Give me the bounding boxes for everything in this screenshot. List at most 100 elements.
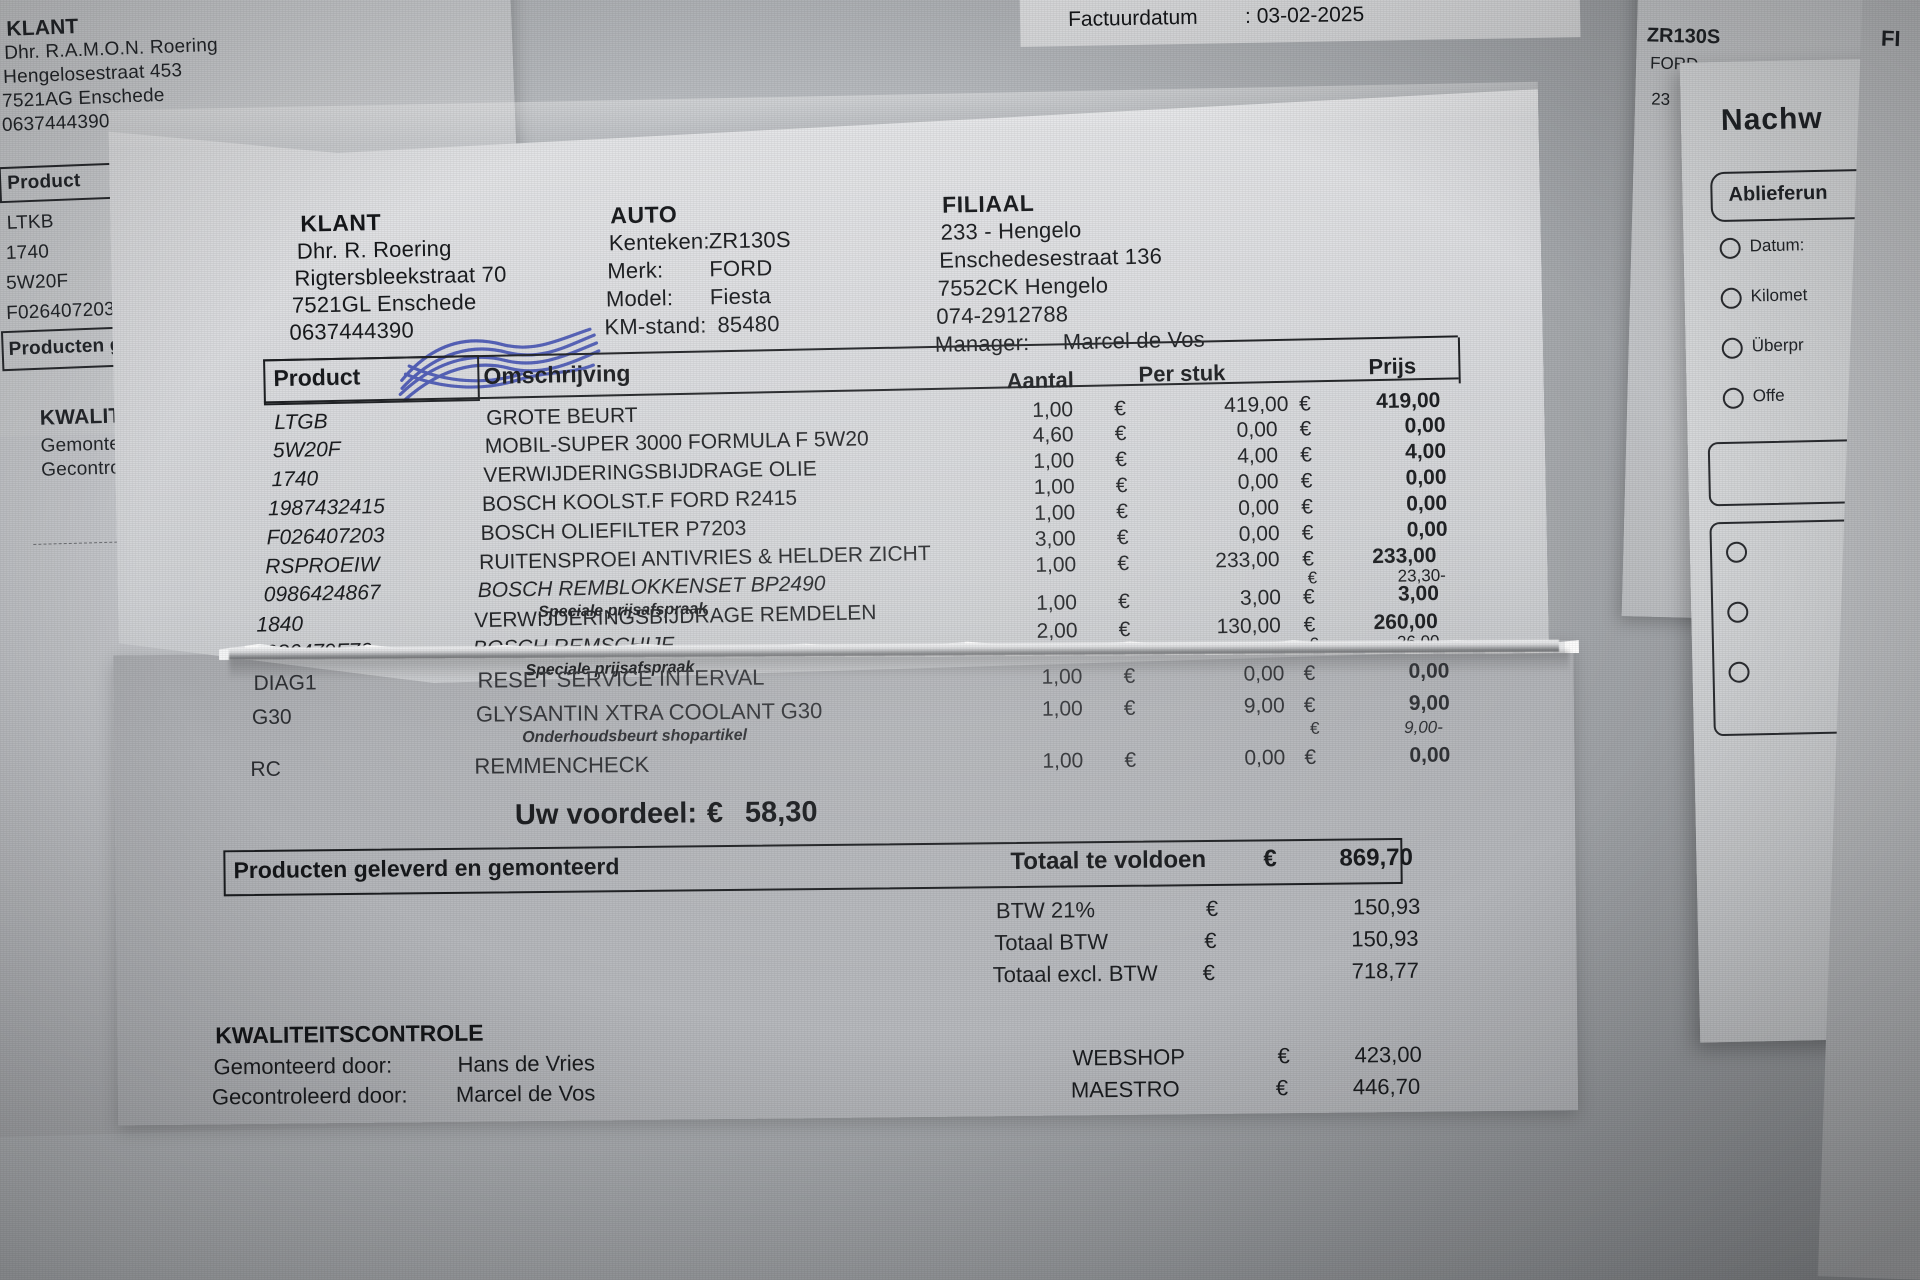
totals-label-0: BTW 21% [995, 897, 1096, 924]
auto-label-3: KM-stand: [604, 312, 707, 340]
cell-currency: € [1298, 392, 1312, 416]
cell-aantal: 1,00 [1034, 501, 1076, 525]
cell-per-stuk: 419,00 [1223, 392, 1289, 418]
bg-right-fi-label: FI [1880, 25, 1901, 52]
col-header-product: Product [273, 363, 361, 392]
cell-per-stuk: 4,00 [1236, 444, 1279, 468]
cell-omschrijving: RESET SERVICE INTERVAL [477, 664, 765, 693]
payment-currency-0: € [1277, 1043, 1290, 1069]
klant-line-1: Rigtersbleekstraat 70 [294, 261, 507, 291]
cell-discount: 9,00- [1403, 717, 1443, 737]
cell-aantal: 1,00 [1035, 591, 1078, 615]
totals-currency-2: € [1202, 959, 1216, 986]
cell-product: 1987432415 [267, 494, 386, 521]
bg-right-radio-0 [1719, 237, 1741, 260]
cell-prijs: 9,00 [1408, 691, 1450, 715]
quality-value-0: Hans de Vries [457, 1050, 596, 1077]
totals-value-0: 150,93 [1352, 893, 1421, 920]
totals-label-1: Totaal BTW [994, 929, 1109, 956]
auto-label-1: Merk: [607, 257, 664, 284]
total-due-currency: € [1263, 845, 1277, 873]
klant-line-0: Dhr. R. Roering [296, 235, 452, 264]
bg-left-code-2: 5W20F [5, 270, 69, 294]
cell-currency: € [1117, 590, 1131, 614]
cell-currency: € [1123, 696, 1136, 720]
cell-currency: € [1113, 397, 1127, 421]
bg-right-check-3: Offe [1752, 385, 1785, 406]
cell-prijs: 0,00 [1409, 743, 1451, 767]
cell-prijs: 0,00 [1404, 413, 1446, 438]
bg-right-check-0: Datum: [1749, 235, 1805, 256]
cell-product: RSPROEIW [264, 553, 380, 579]
auto-value-2: Fiesta [709, 283, 772, 310]
cell-aantal: 1,00 [1033, 449, 1075, 473]
cell-prijs: 0,00 [1406, 517, 1448, 542]
cell-omschrijving: REMMENCHECK [474, 751, 650, 779]
auto-label-0: Kenteken: [608, 228, 710, 256]
cell-prijs: 3,00 [1397, 581, 1440, 606]
delivered-note: Producten geleverd en gemonteerd [233, 853, 620, 884]
cell-currency: € [1117, 552, 1130, 576]
cell-per-stuk: 0,00 [1244, 746, 1286, 770]
totals-value-1: 150,93 [1351, 925, 1419, 952]
bg-right-number: 23 [1650, 89, 1671, 110]
cell-product: 5W20F [272, 437, 341, 463]
filiaal-line-2: 7552CK Hengelo [937, 272, 1109, 301]
cell-per-stuk: 3,00 [1239, 586, 1282, 610]
auto-value-3: 85480 [717, 311, 780, 338]
bg-right-check-1: Kilomet [1750, 285, 1808, 306]
cell-aantal: 2,00 [1036, 619, 1078, 643]
totals-currency-0: € [1205, 895, 1219, 922]
cell-per-stuk: 233,00 [1215, 548, 1280, 573]
klant-heading: KLANT [300, 208, 382, 237]
cell-note: Onderhoudsbeurt shopartikel [522, 726, 748, 747]
cell-aantal: 4,60 [1032, 423, 1074, 447]
bg-invoice-date-value: : 03-02-2025 [1244, 2, 1365, 28]
cell-prijs: 4,00 [1404, 439, 1447, 464]
cell-currency: € [1300, 495, 1314, 519]
bg-right-plate: ZR130S [1646, 24, 1721, 49]
cell-currency: € [1114, 422, 1127, 446]
col-header-per-stuk: Per stuk [1138, 360, 1226, 387]
cell-product: F026407203 [266, 523, 385, 550]
bg-left-product-header: Product [6, 170, 81, 194]
cell-omschrijving: GROTE BEURT [486, 403, 638, 430]
cell-currency: € [1302, 585, 1315, 609]
quality-label-0: Gemonteerd door: [213, 1052, 393, 1080]
cell-aantal: 1,00 [1035, 553, 1077, 577]
bg-left-customer-line-3: 0637444390 [1, 110, 111, 137]
cell-prijs: 0,00 [1405, 491, 1448, 516]
cell-currency: € [1299, 417, 1312, 441]
cell-product: LTGB [274, 410, 328, 435]
cell-currency: € [1124, 748, 1137, 772]
main-invoice: KLANT Dhr. R. Roering Rigtersbleekstraat… [108, 81, 1558, 1126]
cell-aantal: 3,00 [1034, 527, 1076, 551]
cell-prijs: 0,00 [1408, 659, 1450, 683]
cell-aantal: 1,00 [1032, 398, 1074, 422]
voordeel-currency: € [706, 797, 724, 830]
cell-currency: € [1116, 526, 1129, 550]
payment-label-0: WEBSHOP [1072, 1044, 1186, 1071]
cell-currency: € [1303, 661, 1316, 685]
cell-per-stuk: 9,00 [1243, 694, 1285, 718]
klant-line-2: 7521GL Enschede [291, 289, 477, 318]
auto-heading: AUTO [609, 201, 678, 229]
payment-value-1: 446,70 [1352, 1073, 1421, 1100]
invoice-lower-content: DIAG1 RESET SERVICE INTERVAL 1,00 € 0,00… [113, 640, 1578, 1125]
totals-label-2: Totaal excl. BTW [992, 960, 1158, 988]
table-row: LTGB [274, 410, 328, 435]
cell-currency: € [1115, 474, 1128, 498]
cell-currency: € [1116, 500, 1129, 524]
payment-label-1: MAESTRO [1070, 1076, 1180, 1103]
total-due-value: 869,70 [1339, 843, 1413, 872]
cell-per-stuk: 0,00 [1238, 496, 1280, 520]
pen-scribble-redaction [398, 327, 601, 402]
cell-discount-currency: € [1309, 718, 1320, 738]
quality-value-1: Marcel de Vos [455, 1080, 596, 1107]
cell-per-stuk: 0,00 [1237, 470, 1279, 494]
cell-product: 1740 [271, 467, 319, 492]
filiaal-line-1: Enschedesestraat 136 [938, 243, 1163, 273]
filiaal-line-0: 233 - Hengelo [940, 216, 1082, 245]
prijs-header-divider [1352, 337, 1461, 386]
cell-currency: € [1123, 664, 1136, 688]
